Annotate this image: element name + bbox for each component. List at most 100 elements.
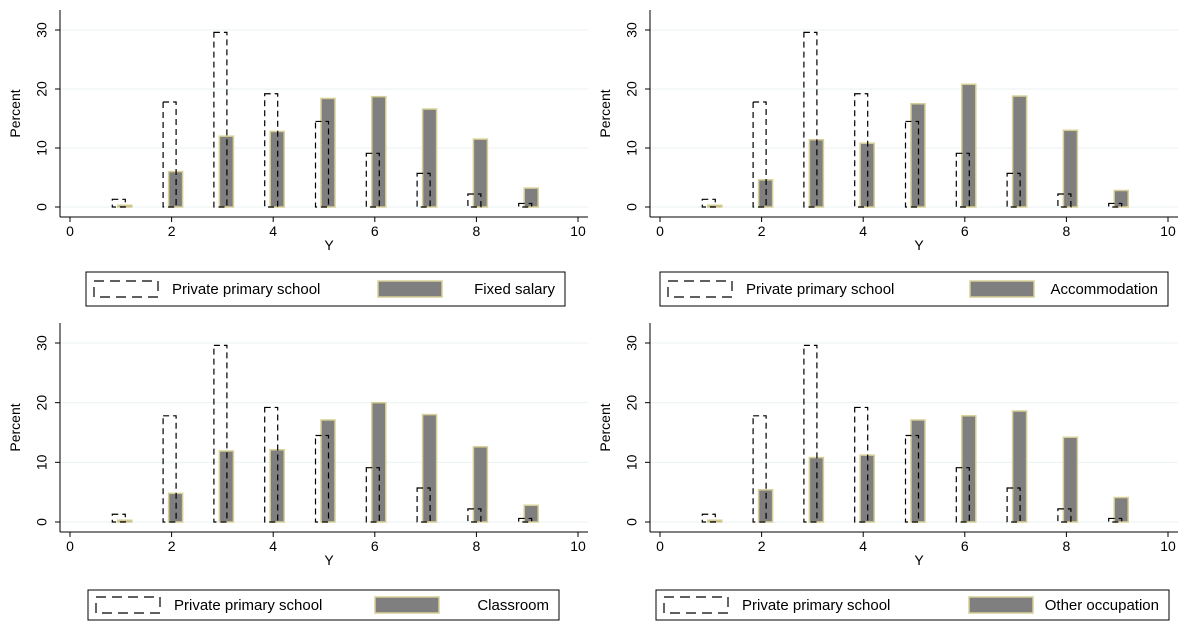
x-tick-label: 4	[269, 538, 277, 554]
x-axis-title: Y	[324, 552, 334, 568]
legend-label: Accommodation	[1050, 281, 1158, 298]
x-tick-label: 6	[371, 538, 379, 554]
bar-other-occupation	[1011, 410, 1028, 523]
x-tick-label: 10	[570, 223, 586, 239]
bar-private-primary-school	[314, 120, 330, 208]
bar-classroom	[472, 446, 489, 523]
legend-box	[85, 271, 566, 307]
x-tick-label: 10	[570, 538, 586, 554]
x-axis-title: Y	[324, 237, 334, 253]
legend-key-filled	[968, 596, 1034, 614]
bar-private-primary-school	[752, 415, 767, 523]
x-tick-label: 8	[473, 538, 481, 554]
bar-private-primary-school	[518, 517, 533, 523]
bar-private-primary-school	[518, 202, 533, 208]
x-tick-label: 6	[371, 223, 379, 239]
bar-other-occupation	[1113, 496, 1129, 523]
legend-box	[659, 271, 1169, 307]
legend-label: Private primary school	[746, 281, 894, 298]
y-tick-label: 10	[624, 454, 640, 470]
bar-accommodation	[961, 83, 977, 208]
bar-fixed-salary	[371, 95, 387, 208]
legend-key-filled	[377, 280, 443, 298]
y-tick-label: 0	[624, 518, 640, 526]
y-tick-label: 30	[34, 22, 50, 38]
x-tick-label: 6	[961, 223, 969, 239]
x-tick-label: 8	[1063, 223, 1071, 239]
bar-private-primary-school	[1006, 487, 1021, 523]
y-tick-label: 0	[34, 518, 50, 526]
x-tick-label: 2	[758, 223, 766, 239]
x-tick-label: 4	[859, 223, 867, 239]
bar-private-primary-school	[213, 31, 228, 208]
x-tick-label: 2	[758, 538, 766, 554]
bar-private-primary-school	[904, 120, 920, 208]
legend-key-dashed	[667, 280, 733, 298]
legend: Private primary school Fixed salary	[85, 271, 566, 307]
bar-private-primary-school	[416, 172, 431, 208]
bar-private-primary-school	[467, 508, 482, 523]
x-tick-label: 2	[168, 538, 176, 554]
bar-private-primary-school	[1006, 172, 1021, 208]
legend-label: Classroom	[477, 597, 549, 614]
bar-private-primary-school	[752, 101, 767, 208]
bar-private-primary-school	[162, 101, 177, 208]
bar-private-primary-school	[264, 406, 279, 523]
bar-private-primary-school	[955, 467, 970, 523]
bar-fixed-salary	[421, 108, 438, 208]
bar-classroom	[421, 413, 438, 523]
y-tick-label: 20	[34, 81, 50, 97]
bar-other-occupation	[1062, 436, 1079, 523]
chart-panel: 0 10 20 30 0 2 4 6 8 10 Y Percent Private primary sc…	[7, 10, 588, 307]
x-axis-title: Y	[914, 237, 924, 253]
bar-private-primary-school	[1057, 193, 1072, 208]
bar-private-primary-school	[213, 344, 228, 523]
bar-private-primary-school	[467, 193, 482, 208]
bar-private-primary-school	[803, 344, 818, 523]
bar-private-primary-school	[1108, 517, 1123, 523]
bar-classroom	[371, 401, 387, 523]
bar-private-primary-school	[854, 93, 869, 208]
y-tick-label: 30	[34, 335, 50, 351]
x-tick-label: 8	[473, 223, 481, 239]
bar-private-primary-school	[416, 487, 431, 523]
y-tick-label: 0	[624, 203, 640, 211]
y-tick-label: 10	[34, 140, 50, 156]
legend-key-filled	[374, 596, 440, 614]
legend-box	[87, 589, 560, 621]
legend-key-filled	[969, 280, 1035, 298]
x-axis-title: Y	[914, 552, 924, 568]
y-tick-label: 10	[34, 454, 50, 470]
y-tick-label: 20	[34, 395, 50, 411]
bar-private-primary-school	[365, 152, 380, 208]
x-tick-label: 4	[859, 538, 867, 554]
x-tick-label: 6	[961, 538, 969, 554]
bar-fixed-salary	[523, 187, 539, 208]
bar-private-primary-school	[854, 406, 869, 523]
legend: Private primary school Other occupation	[655, 589, 1170, 621]
x-tick-label: 2	[168, 223, 176, 239]
bar-private-primary-school	[803, 31, 818, 208]
x-tick-label: 0	[66, 223, 74, 239]
legend-label: Other occupation	[1045, 597, 1159, 614]
y-axis-title: Percent	[597, 403, 613, 451]
y-axis-title: Percent	[7, 403, 23, 451]
legend-key-dashed	[93, 280, 159, 298]
x-tick-label: 10	[1160, 538, 1176, 554]
bar-private-primary-school	[162, 415, 177, 523]
bar-private-primary-school	[314, 434, 330, 523]
bar-accommodation	[1011, 95, 1028, 208]
x-tick-label: 0	[656, 223, 664, 239]
x-tick-label: 10	[1160, 223, 1176, 239]
y-tick-label: 20	[624, 81, 640, 97]
legend-label: Private primary school	[742, 597, 890, 614]
bar-private-primary-school	[365, 467, 380, 523]
bar-private-primary-school	[1108, 202, 1123, 208]
bar-private-primary-school	[904, 434, 920, 523]
chart-panel: 0 10 20 30 0 2 4 6 8 10 Y Percent Private primary sc…	[7, 323, 588, 621]
y-tick-label: 10	[624, 140, 640, 156]
bar-accommodation	[910, 103, 926, 208]
x-tick-label: 0	[656, 538, 664, 554]
